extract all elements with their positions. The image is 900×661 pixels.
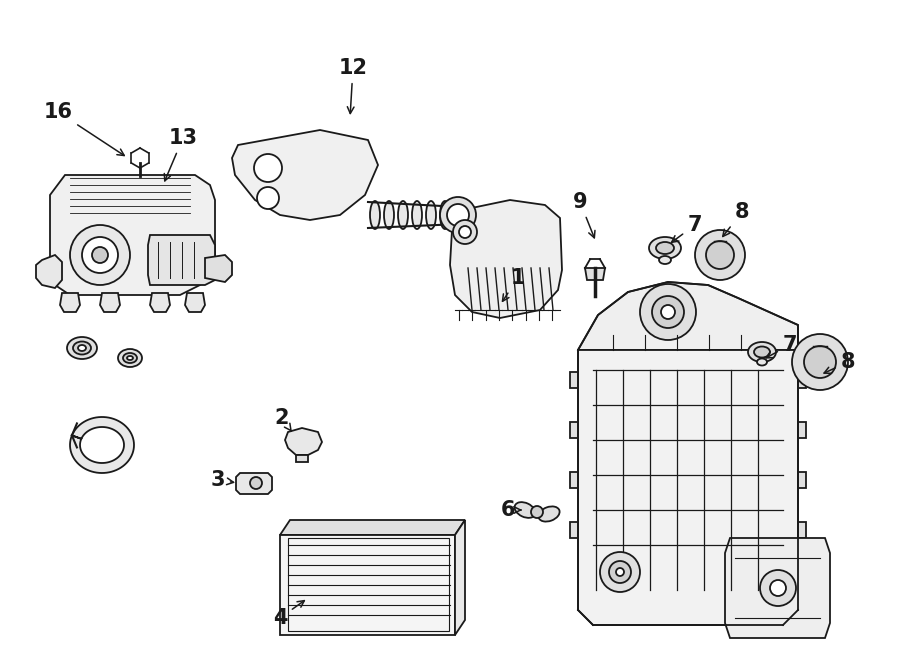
Text: 6: 6 bbox=[500, 500, 521, 520]
Polygon shape bbox=[798, 372, 806, 388]
Circle shape bbox=[447, 204, 469, 226]
Text: 8: 8 bbox=[723, 202, 749, 237]
Polygon shape bbox=[150, 293, 170, 312]
Text: 13: 13 bbox=[165, 128, 197, 181]
Circle shape bbox=[453, 220, 477, 244]
Ellipse shape bbox=[398, 201, 408, 229]
Ellipse shape bbox=[123, 353, 137, 363]
Circle shape bbox=[804, 346, 836, 378]
Circle shape bbox=[652, 296, 684, 328]
Circle shape bbox=[706, 241, 734, 269]
Circle shape bbox=[82, 237, 118, 273]
Circle shape bbox=[609, 561, 631, 583]
Polygon shape bbox=[450, 200, 562, 318]
Ellipse shape bbox=[73, 342, 91, 354]
Ellipse shape bbox=[515, 502, 536, 518]
Polygon shape bbox=[280, 520, 465, 535]
Circle shape bbox=[250, 477, 262, 489]
Polygon shape bbox=[285, 428, 322, 455]
Circle shape bbox=[792, 334, 848, 390]
Polygon shape bbox=[36, 255, 62, 288]
Text: 9: 9 bbox=[572, 192, 595, 238]
Ellipse shape bbox=[412, 201, 422, 229]
Polygon shape bbox=[798, 422, 806, 438]
Polygon shape bbox=[70, 417, 134, 473]
Text: 5: 5 bbox=[0, 660, 1, 661]
Ellipse shape bbox=[118, 349, 142, 367]
Text: 1: 1 bbox=[502, 268, 526, 301]
Polygon shape bbox=[585, 268, 605, 280]
Polygon shape bbox=[60, 293, 80, 312]
Circle shape bbox=[695, 230, 745, 280]
Polygon shape bbox=[578, 350, 798, 625]
Polygon shape bbox=[578, 282, 798, 350]
Text: 11: 11 bbox=[0, 660, 1, 661]
Polygon shape bbox=[205, 255, 232, 282]
Polygon shape bbox=[798, 472, 806, 488]
Polygon shape bbox=[100, 293, 120, 312]
Polygon shape bbox=[570, 522, 578, 538]
Ellipse shape bbox=[78, 345, 86, 351]
Ellipse shape bbox=[649, 237, 681, 259]
Text: 12: 12 bbox=[338, 58, 367, 114]
Circle shape bbox=[770, 580, 786, 596]
Text: 2: 2 bbox=[274, 408, 292, 431]
Ellipse shape bbox=[748, 342, 776, 362]
Circle shape bbox=[92, 247, 108, 263]
Text: 8: 8 bbox=[824, 352, 855, 373]
Circle shape bbox=[760, 570, 796, 606]
Circle shape bbox=[640, 284, 696, 340]
Text: 7: 7 bbox=[671, 215, 702, 243]
Ellipse shape bbox=[656, 242, 674, 254]
Polygon shape bbox=[570, 472, 578, 488]
Ellipse shape bbox=[67, 337, 97, 359]
Ellipse shape bbox=[426, 201, 436, 229]
Circle shape bbox=[254, 154, 282, 182]
Ellipse shape bbox=[538, 506, 560, 522]
Polygon shape bbox=[50, 175, 215, 295]
Ellipse shape bbox=[370, 201, 380, 229]
Circle shape bbox=[531, 506, 543, 518]
Polygon shape bbox=[185, 293, 205, 312]
Polygon shape bbox=[296, 455, 308, 462]
Ellipse shape bbox=[757, 358, 767, 366]
Circle shape bbox=[459, 226, 471, 238]
Circle shape bbox=[440, 197, 476, 233]
Ellipse shape bbox=[659, 256, 671, 264]
Polygon shape bbox=[570, 422, 578, 438]
Polygon shape bbox=[455, 520, 465, 635]
Polygon shape bbox=[725, 538, 830, 638]
Bar bbox=[288, 538, 449, 631]
Circle shape bbox=[70, 225, 130, 285]
Text: 7: 7 bbox=[766, 335, 797, 358]
Polygon shape bbox=[798, 522, 806, 538]
Polygon shape bbox=[148, 235, 215, 285]
Text: 3: 3 bbox=[211, 470, 234, 490]
Polygon shape bbox=[236, 473, 272, 494]
Polygon shape bbox=[232, 130, 378, 220]
Text: 4: 4 bbox=[273, 601, 304, 628]
Polygon shape bbox=[570, 372, 578, 388]
Circle shape bbox=[616, 568, 624, 576]
Polygon shape bbox=[280, 535, 455, 635]
Ellipse shape bbox=[454, 201, 464, 229]
Ellipse shape bbox=[440, 201, 450, 229]
Text: 10: 10 bbox=[0, 660, 1, 661]
Ellipse shape bbox=[754, 346, 770, 358]
Ellipse shape bbox=[127, 356, 133, 360]
Circle shape bbox=[661, 305, 675, 319]
Circle shape bbox=[257, 187, 279, 209]
Circle shape bbox=[600, 552, 640, 592]
Ellipse shape bbox=[384, 201, 394, 229]
Text: 16: 16 bbox=[43, 102, 124, 155]
